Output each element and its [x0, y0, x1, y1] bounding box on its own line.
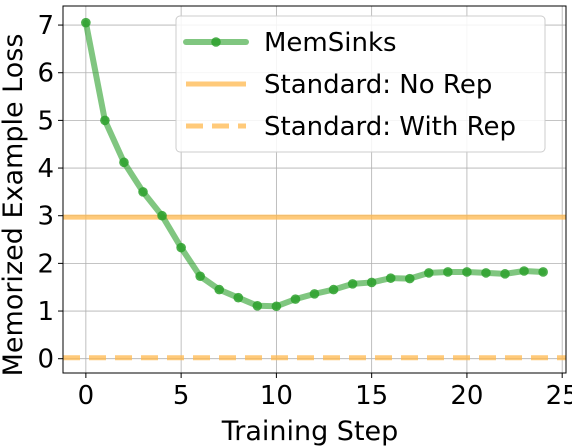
legend-label: MemSinks — [264, 28, 397, 58]
y-tick-label: 6 — [37, 59, 54, 89]
legend-marker — [211, 37, 221, 47]
x-tick-label: 25 — [546, 381, 572, 411]
data-point — [538, 267, 548, 277]
y-tick-label: 3 — [37, 202, 54, 232]
legend-label: Standard: No Rep — [264, 70, 492, 100]
y-axis-label: Memorized Example Loss — [0, 34, 29, 377]
data-point — [81, 17, 91, 28]
data-point — [157, 210, 167, 221]
x-tick-label: 5 — [173, 381, 190, 411]
data-point — [214, 284, 225, 295]
legend-box — [175, 15, 546, 153]
data-series — [81, 17, 548, 312]
y-tick-label: 7 — [37, 11, 54, 41]
y-tick-label: 0 — [37, 345, 54, 375]
data-point — [309, 289, 320, 299]
data-point — [176, 242, 186, 253]
data-point — [443, 267, 453, 277]
x-tick-label: 20 — [450, 381, 483, 411]
data-point — [500, 269, 510, 279]
y-tick-label: 4 — [37, 154, 54, 184]
data-point — [347, 279, 358, 289]
data-point — [481, 268, 491, 278]
data-point — [328, 284, 339, 295]
y-tick-label: 1 — [37, 297, 54, 327]
data-point — [424, 268, 434, 278]
reference-lines — [63, 214, 566, 361]
plot-border — [62, 5, 567, 374]
data-point — [271, 301, 282, 312]
legend-label: Standard: With Rep — [264, 112, 516, 142]
x-tick-label: 15 — [355, 381, 388, 411]
y-tick-label: 5 — [37, 106, 54, 136]
data-point — [404, 273, 415, 284]
y-tick-label: 2 — [37, 249, 54, 279]
data-point — [100, 115, 110, 126]
axis-ticks: 0 5 10 15 20 25 0 1 2 3 4 5 6 7 — [37, 11, 572, 411]
data-point — [195, 271, 205, 282]
data-point — [519, 266, 529, 276]
data-point — [290, 294, 301, 304]
data-point — [385, 273, 396, 283]
data-point — [366, 277, 377, 288]
data-point — [119, 157, 129, 168]
x-axis-label: Training Step — [221, 416, 399, 447]
data-point — [252, 300, 263, 311]
legend: MemSinks Standard: No Rep Standard: With R… — [175, 15, 546, 153]
data-point — [138, 187, 148, 197]
x-tick-label: 0 — [78, 381, 95, 411]
data-point — [462, 267, 472, 277]
data-point — [233, 292, 244, 303]
plot-frame — [62, 5, 567, 374]
x-tick-label: 10 — [260, 381, 293, 411]
